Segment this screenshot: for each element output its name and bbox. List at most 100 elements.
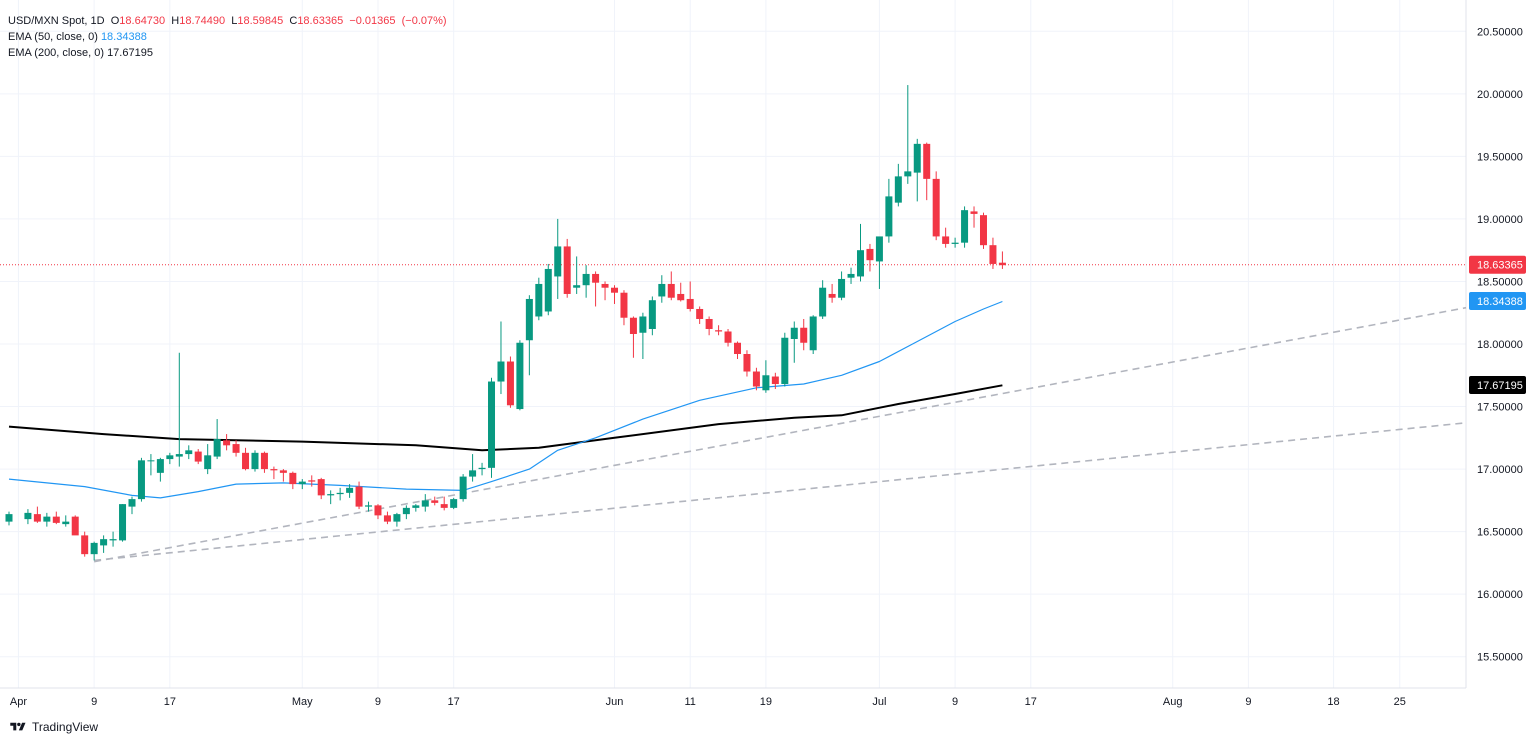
candle[interactable]: [147, 460, 155, 462]
candle[interactable]: [715, 330, 723, 332]
candle[interactable]: [279, 470, 287, 473]
candle[interactable]: [308, 480, 316, 482]
candle[interactable]: [762, 375, 770, 391]
candle[interactable]: [629, 317, 637, 334]
candle[interactable]: [923, 143, 931, 179]
candle[interactable]: [289, 472, 297, 485]
trendline-1[interactable]: [94, 306, 1467, 563]
candle[interactable]: [951, 242, 959, 244]
candle[interactable]: [743, 354, 751, 372]
candle[interactable]: [431, 500, 439, 503]
candle[interactable]: [62, 521, 70, 525]
candle[interactable]: [506, 361, 514, 406]
candle[interactable]: [904, 171, 912, 177]
candle[interactable]: [251, 452, 259, 470]
candle[interactable]: [563, 246, 571, 294]
candle[interactable]: [317, 479, 325, 496]
candle[interactable]: [601, 283, 609, 288]
candle[interactable]: [166, 455, 174, 460]
candle[interactable]: [100, 539, 108, 546]
candle[interactable]: [5, 514, 13, 522]
candle[interactable]: [175, 454, 183, 457]
candle[interactable]: [440, 504, 448, 508]
candle[interactable]: [847, 273, 855, 278]
candle[interactable]: [734, 342, 741, 355]
candle[interactable]: [894, 176, 902, 203]
candle[interactable]: [24, 512, 32, 520]
candle[interactable]: [336, 492, 344, 495]
candle[interactable]: [932, 178, 940, 237]
candle[interactable]: [611, 287, 619, 293]
candle[interactable]: [658, 283, 666, 297]
candle[interactable]: [989, 245, 997, 264]
candle[interactable]: [913, 143, 921, 173]
candle[interactable]: [875, 236, 883, 262]
candle[interactable]: [383, 515, 391, 522]
candle[interactable]: [781, 337, 789, 385]
candle[interactable]: [194, 451, 202, 462]
candle[interactable]: [942, 236, 950, 244]
candle[interactable]: [573, 285, 581, 288]
candle[interactable]: [819, 287, 827, 317]
candle[interactable]: [450, 499, 458, 508]
candle[interactable]: [885, 196, 893, 237]
candle[interactable]: [232, 444, 240, 453]
candle[interactable]: [109, 539, 117, 541]
candle[interactable]: [771, 376, 779, 385]
candle[interactable]: [639, 316, 647, 333]
ema50-legend-row[interactable]: EMA (50, close, 0) 18.34388: [8, 29, 447, 45]
candle[interactable]: [156, 459, 164, 473]
candle[interactable]: [185, 450, 193, 455]
candle[interactable]: [270, 469, 278, 471]
candle[interactable]: [724, 331, 732, 343]
candle[interactable]: [90, 542, 98, 555]
candle[interactable]: [497, 361, 505, 382]
candle[interactable]: [355, 486, 363, 507]
candle[interactable]: [648, 300, 656, 329]
candle[interactable]: [327, 494, 335, 496]
candle[interactable]: [137, 460, 145, 500]
ema200-legend-row[interactable]: EMA (200, close, 0) 17.67195: [8, 45, 447, 61]
candle[interactable]: [979, 215, 987, 246]
candle[interactable]: [970, 211, 978, 214]
candle[interactable]: [213, 439, 221, 457]
candle[interactable]: [488, 381, 496, 468]
candle[interactable]: [346, 487, 354, 493]
candle[interactable]: [469, 470, 477, 477]
symbol-label[interactable]: USD/MXN Spot: [8, 15, 85, 27]
candle[interactable]: [128, 499, 136, 507]
candle[interactable]: [204, 455, 212, 470]
candle[interactable]: [365, 505, 373, 507]
candle[interactable]: [554, 246, 562, 277]
candle[interactable]: [582, 273, 590, 286]
candle[interactable]: [119, 504, 127, 541]
trendline-2[interactable]: [94, 422, 1467, 562]
candle[interactable]: [459, 476, 467, 500]
candle[interactable]: [402, 507, 410, 515]
candle[interactable]: [828, 293, 836, 298]
candle[interactable]: [705, 318, 713, 329]
candle[interactable]: [838, 278, 846, 298]
candle[interactable]: [421, 500, 429, 507]
candle[interactable]: [998, 262, 1006, 266]
candle[interactable]: [592, 273, 600, 283]
candle[interactable]: [535, 283, 543, 317]
candle[interactable]: [620, 292, 628, 318]
candle[interactable]: [809, 316, 817, 351]
candle[interactable]: [544, 268, 552, 312]
candle[interactable]: [696, 308, 704, 319]
candle[interactable]: [752, 371, 760, 387]
candle[interactable]: [52, 516, 60, 523]
candle[interactable]: [866, 248, 874, 261]
candle[interactable]: [790, 327, 798, 339]
candle[interactable]: [298, 481, 306, 485]
candle[interactable]: [961, 210, 969, 243]
candle[interactable]: [478, 467, 486, 470]
candle[interactable]: [260, 452, 268, 470]
ema50-line[interactable]: [8, 300, 1003, 499]
candle[interactable]: [412, 505, 420, 508]
candle[interactable]: [800, 327, 808, 343]
ema200-line[interactable]: [8, 384, 1003, 452]
candle[interactable]: [374, 505, 382, 516]
